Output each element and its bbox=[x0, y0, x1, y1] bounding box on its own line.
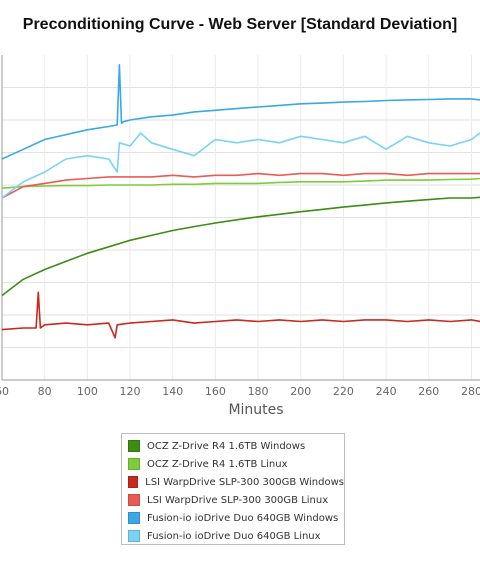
x-tick-label: 140 bbox=[162, 385, 183, 398]
x-tick-label: 60 bbox=[0, 385, 9, 398]
legend: OCZ Z-Drive R4 1.6TB Windows OCZ Z-Drive … bbox=[121, 433, 345, 545]
legend-swatch bbox=[128, 512, 140, 524]
legend-item[interactable]: Fusion-io ioDrive Duo 640GB Linux bbox=[128, 527, 344, 545]
legend-item[interactable]: OCZ Z-Drive R4 1.6TB Windows bbox=[128, 437, 344, 455]
gridlines bbox=[1, 55, 480, 381]
legend-item[interactable]: LSI WarpDrive SLP-300 300GB Linux bbox=[128, 491, 344, 509]
x-tick-label: 80 bbox=[38, 385, 52, 398]
x-tick-label: 280 bbox=[461, 385, 480, 398]
series-line bbox=[1, 177, 480, 189]
x-tick-labels: 60 80 100 120 140 160 180 200 220 240 260 280 bbox=[0, 385, 480, 398]
series-line bbox=[1, 196, 480, 297]
series-line bbox=[1, 132, 480, 199]
x-tick-label: 180 bbox=[248, 385, 269, 398]
x-tick-label: 120 bbox=[120, 385, 141, 398]
legend-swatch bbox=[128, 458, 140, 470]
legend-label: LSI WarpDrive SLP-300 300GB Linux bbox=[147, 494, 329, 506]
x-tick-label: 260 bbox=[418, 385, 439, 398]
x-tick-label: 100 bbox=[77, 385, 98, 398]
legend-swatch bbox=[128, 476, 139, 488]
x-tick-label: 200 bbox=[290, 385, 311, 398]
legend-swatch bbox=[128, 530, 140, 542]
legend-label: LSI WarpDrive SLP-300 300GB Windows bbox=[145, 476, 344, 488]
legend-item[interactable]: LSI WarpDrive SLP-300 300GB Windows bbox=[128, 473, 344, 491]
series-lines bbox=[1, 64, 480, 339]
legend-item[interactable]: Fusion-io ioDrive Duo 640GB Windows bbox=[128, 509, 344, 527]
series-line bbox=[1, 172, 480, 199]
legend-label: OCZ Z-Drive R4 1.6TB Linux bbox=[147, 458, 288, 470]
legend-label: Fusion-io ioDrive Duo 640GB Linux bbox=[147, 530, 321, 542]
legend-item[interactable]: OCZ Z-Drive R4 1.6TB Linux bbox=[128, 455, 344, 473]
legend-swatch bbox=[128, 494, 140, 506]
series-line bbox=[1, 291, 480, 339]
line-chart: 60 80 100 120 140 160 180 200 220 240 260 280 bbox=[0, 55, 480, 398]
chart-title: Preconditioning Curve - Web Server [Stan… bbox=[22, 16, 458, 33]
x-tick-label: 160 bbox=[205, 385, 226, 398]
legend-swatch bbox=[128, 440, 140, 452]
x-axis-label: Minutes bbox=[228, 402, 284, 418]
x-tick-label: 240 bbox=[376, 385, 397, 398]
legend-label: Fusion-io ioDrive Duo 640GB Windows bbox=[147, 512, 339, 524]
x-tick-label: 220 bbox=[333, 385, 354, 398]
series-line bbox=[1, 64, 480, 160]
legend-label: OCZ Z-Drive R4 1.6TB Windows bbox=[147, 440, 306, 452]
